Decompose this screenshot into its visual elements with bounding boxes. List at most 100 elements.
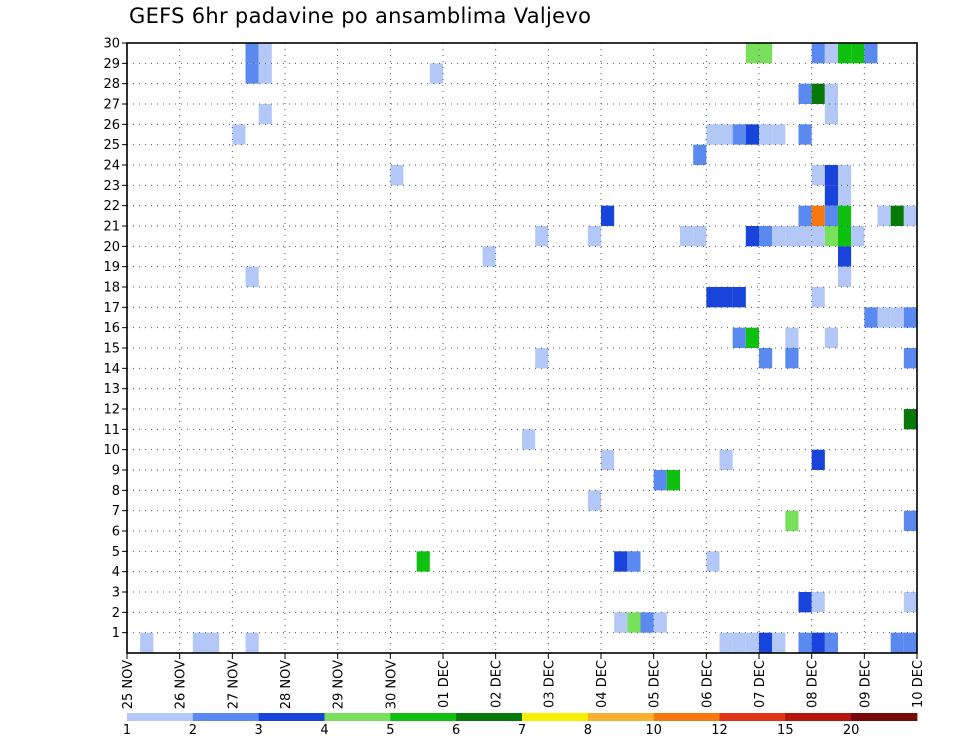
legend-swatch (653, 713, 720, 721)
legend-label: 20 (843, 723, 860, 738)
heatmap-cell (745, 327, 759, 348)
legend-label: 6 (452, 723, 460, 738)
y-tick-label: 20 (103, 240, 120, 255)
legend-swatch (258, 713, 325, 721)
heatmap-cell (851, 43, 865, 64)
heatmap-cell (838, 43, 852, 64)
heatmap-cell (745, 632, 759, 653)
y-tick-label: 17 (103, 301, 120, 316)
heatmap-cell (693, 226, 707, 247)
y-tick-label: 27 (103, 98, 120, 113)
y-tick-label: 29 (103, 57, 120, 72)
legend-swatch (192, 713, 260, 721)
heatmap-cell (245, 63, 259, 84)
heatmap-cell (719, 449, 733, 470)
legend-label: 5 (386, 723, 394, 738)
heatmap-cell (627, 612, 641, 633)
heatmap-cell (535, 348, 549, 369)
y-tick-label: 19 (103, 260, 120, 275)
legend-label: 2 (189, 723, 197, 738)
heatmap-cell (666, 470, 680, 491)
legend-label: 8 (584, 723, 592, 738)
heatmap-cell (824, 43, 838, 64)
heatmap-cell (838, 185, 852, 206)
heatmap-cell (614, 612, 628, 633)
x-tick-label: 06 DEC (700, 660, 715, 708)
y-tick-label: 7 (112, 504, 120, 519)
heatmap-cell (824, 226, 838, 247)
heatmap-cell (798, 124, 812, 145)
heatmap-cell (811, 83, 825, 104)
heatmap-cell (772, 226, 786, 247)
heatmap-cell (903, 632, 917, 653)
heatmap-cell (824, 205, 838, 226)
y-tick-label: 24 (103, 159, 120, 174)
heatmap-cell (798, 205, 812, 226)
heatmap-cell (206, 632, 220, 653)
heatmap-cell (640, 612, 654, 633)
y-tick-label: 18 (103, 281, 120, 296)
heatmap-cell (601, 449, 615, 470)
heatmap-cell (838, 266, 852, 287)
heatmap-cell (601, 205, 615, 226)
legend-label: 15 (777, 723, 794, 738)
x-tick-label: 26 NOV (174, 660, 189, 709)
y-tick-label: 16 (103, 321, 120, 336)
x-tick-label: 10 DEC (911, 660, 926, 708)
heatmap-cell (732, 327, 746, 348)
heatmap-cell (811, 287, 825, 308)
heatmap-cell (838, 246, 852, 267)
ticks-layer: 1234567891011121314151617181920212223242… (103, 37, 926, 710)
heatmap-cell (732, 124, 746, 145)
legend-label: 3 (255, 723, 263, 738)
y-tick-label: 15 (103, 342, 120, 357)
legend-swatch (390, 713, 457, 721)
heatmap-cell (785, 348, 799, 369)
heatmap-cell (759, 226, 773, 247)
heatmap-cell (587, 226, 601, 247)
heatmap-cell (877, 307, 891, 328)
heatmap-cell (824, 632, 838, 653)
heatmap-cell (587, 490, 601, 511)
heatmap-cell (258, 43, 272, 64)
legend-label: 1 (123, 723, 131, 738)
y-tick-label: 11 (103, 423, 120, 438)
heatmap-cell (693, 144, 707, 165)
heatmap-cell (785, 226, 799, 247)
heatmap-cell (245, 266, 259, 287)
heatmap-cell (811, 43, 825, 64)
heatmap-cell (745, 43, 759, 64)
heatmap-cell (877, 205, 891, 226)
heatmap-cell (390, 165, 404, 186)
heatmap-cell (903, 348, 917, 369)
x-tick-label: 01 DEC (437, 660, 452, 708)
x-tick-label: 28 NOV (279, 660, 294, 709)
heatmap-cell (732, 287, 746, 308)
heatmap-cell (798, 83, 812, 104)
heatmap-cell (838, 165, 852, 186)
y-tick-label: 6 (112, 525, 120, 540)
legend-swatch (127, 713, 194, 721)
heatmap-cell (903, 510, 917, 531)
heatmap-cell (811, 165, 825, 186)
y-tick-label: 2 (112, 606, 120, 621)
x-tick-label: 05 DEC (648, 660, 663, 708)
heatmap-cell (706, 124, 720, 145)
heatmap-cell (811, 592, 825, 613)
x-tick-label: 02 DEC (490, 660, 505, 708)
heatmap-cell (245, 43, 259, 64)
heatmap-cell (258, 63, 272, 84)
heatmap-cell (535, 226, 549, 247)
y-tick-label: 1 (112, 626, 120, 641)
heatmap-cell (838, 205, 852, 226)
heatmap-cell (824, 83, 838, 104)
y-tick-label: 3 (112, 586, 120, 601)
heatmap-cell (719, 287, 733, 308)
heatmap-cell (811, 449, 825, 470)
legend-label: 12 (711, 723, 728, 738)
y-tick-label: 26 (103, 118, 120, 133)
y-tick-label: 21 (103, 220, 120, 235)
legend-swatch (719, 713, 786, 721)
x-tick-label: 25 NOV (121, 660, 136, 709)
